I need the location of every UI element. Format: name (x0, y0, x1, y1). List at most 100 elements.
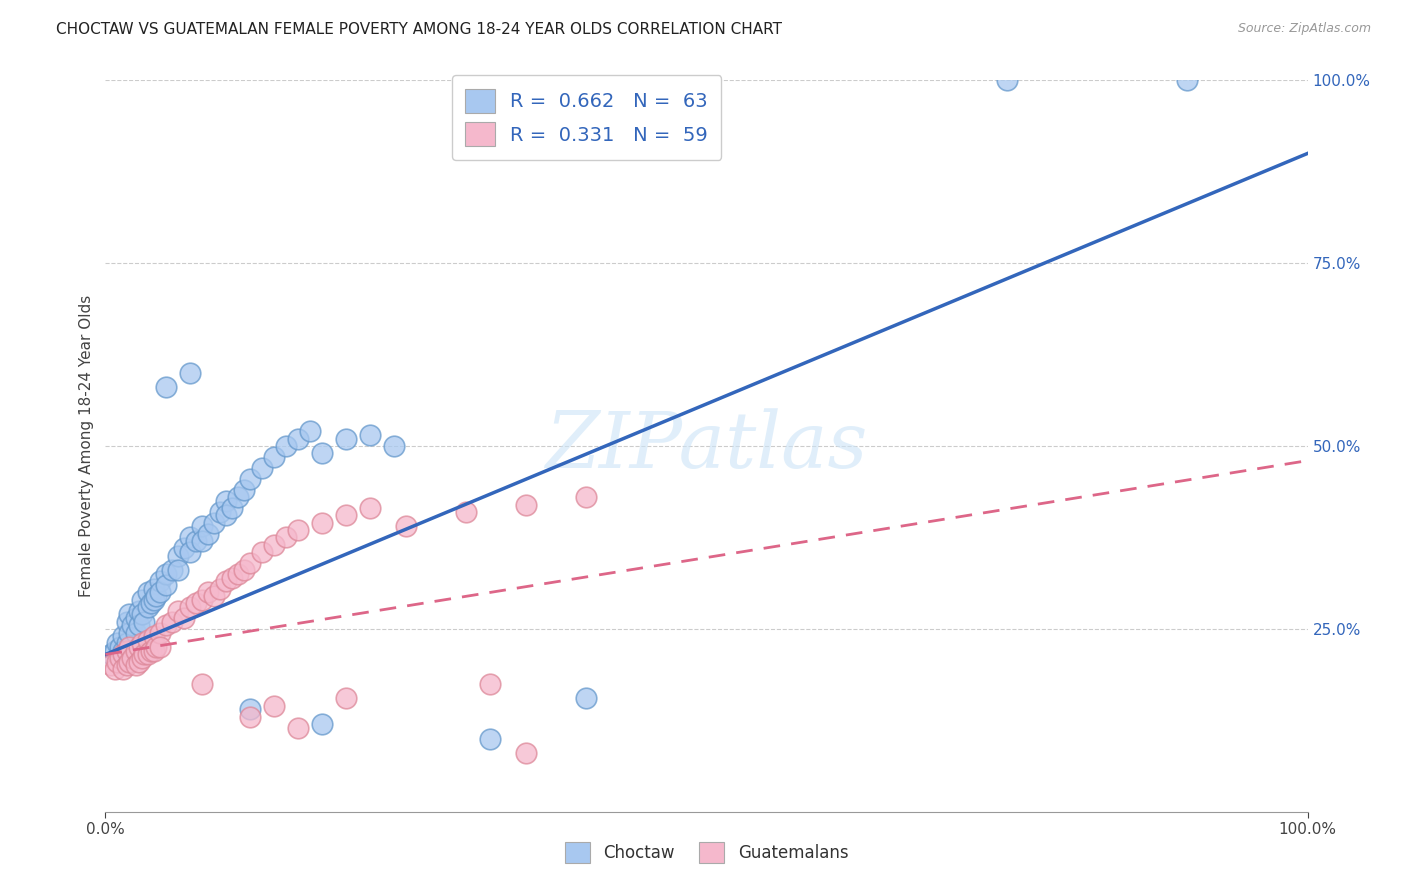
Point (190, 592, 212, 607)
Point (136, 599, 159, 614)
Point (311, 516, 333, 530)
Point (142, 582, 165, 596)
Point (263, 538, 285, 552)
Point (995, 73, 1018, 87)
Point (166, 549, 188, 563)
Point (190, 519, 212, 533)
Point (142, 592, 165, 607)
Point (263, 450, 285, 464)
Point (108, 651, 131, 665)
Point (214, 508, 236, 523)
Point (184, 596, 207, 610)
Point (155, 567, 177, 582)
Point (132, 648, 155, 662)
Point (115, 658, 138, 673)
Point (166, 563, 188, 577)
Point (226, 490, 249, 504)
Point (190, 534, 212, 549)
Point (145, 589, 167, 603)
Point (221, 501, 243, 516)
Point (155, 380, 177, 394)
Point (395, 519, 418, 533)
Text: ZIPatlas: ZIPatlas (546, 408, 868, 484)
Point (139, 644, 162, 658)
Point (115, 615, 138, 629)
Point (173, 541, 195, 556)
Point (132, 615, 155, 629)
Point (107, 636, 129, 650)
Point (131, 651, 153, 665)
Point (359, 428, 381, 442)
Point (287, 432, 309, 446)
Point (479, 676, 502, 690)
Point (263, 698, 285, 713)
Point (239, 709, 262, 723)
Point (179, 530, 201, 544)
Point (104, 662, 127, 676)
Point (112, 662, 135, 676)
Point (155, 578, 177, 592)
Point (166, 603, 188, 617)
Point (118, 655, 141, 669)
Point (104, 644, 127, 658)
Point (107, 655, 129, 669)
Point (128, 640, 150, 655)
Point (128, 618, 150, 632)
Point (179, 545, 201, 559)
Point (184, 534, 207, 549)
Point (100, 658, 122, 673)
Point (118, 625, 141, 640)
Point (287, 523, 309, 537)
Point (112, 644, 135, 658)
Point (515, 498, 537, 512)
Point (112, 648, 135, 662)
Point (118, 607, 141, 622)
Text: CHOCTAW VS GUATEMALAN FEMALE POVERTY AMONG 18-24 YEAR OLDS CORRELATION CHART: CHOCTAW VS GUATEMALAN FEMALE POVERTY AMO… (56, 22, 782, 37)
Point (124, 625, 146, 640)
Point (139, 596, 162, 610)
Point (479, 731, 502, 746)
Y-axis label: Female Poverty Among 18-24 Year Olds: Female Poverty Among 18-24 Year Olds (79, 295, 94, 597)
Point (148, 640, 170, 655)
Point (136, 632, 159, 647)
Point (274, 439, 297, 453)
Point (115, 636, 138, 650)
Point (136, 585, 159, 599)
Point (118, 640, 141, 655)
Point (179, 366, 201, 380)
Point (131, 636, 153, 650)
Point (160, 615, 183, 629)
Point (274, 530, 297, 544)
Point (124, 611, 146, 625)
Point (359, 501, 381, 516)
Point (145, 640, 167, 655)
Point (298, 425, 321, 439)
Point (160, 563, 183, 577)
Point (121, 618, 143, 632)
Legend: Choctaw, Guatemalans: Choctaw, Guatemalans (558, 836, 855, 869)
Point (124, 658, 146, 673)
Point (100, 648, 122, 662)
Point (136, 648, 159, 662)
Point (239, 702, 262, 716)
Point (454, 505, 477, 519)
Point (1175, 73, 1198, 87)
Point (197, 585, 219, 599)
Point (232, 483, 254, 497)
Point (287, 721, 309, 735)
Point (214, 494, 236, 508)
Point (112, 629, 135, 643)
Point (335, 691, 357, 706)
Point (221, 571, 243, 585)
Point (190, 676, 212, 690)
Point (226, 567, 249, 582)
Point (128, 603, 150, 617)
Point (515, 746, 537, 760)
Point (239, 472, 262, 486)
Point (173, 611, 195, 625)
Point (382, 439, 405, 453)
Point (575, 490, 598, 504)
Point (128, 655, 150, 669)
Point (208, 505, 231, 519)
Point (335, 432, 357, 446)
